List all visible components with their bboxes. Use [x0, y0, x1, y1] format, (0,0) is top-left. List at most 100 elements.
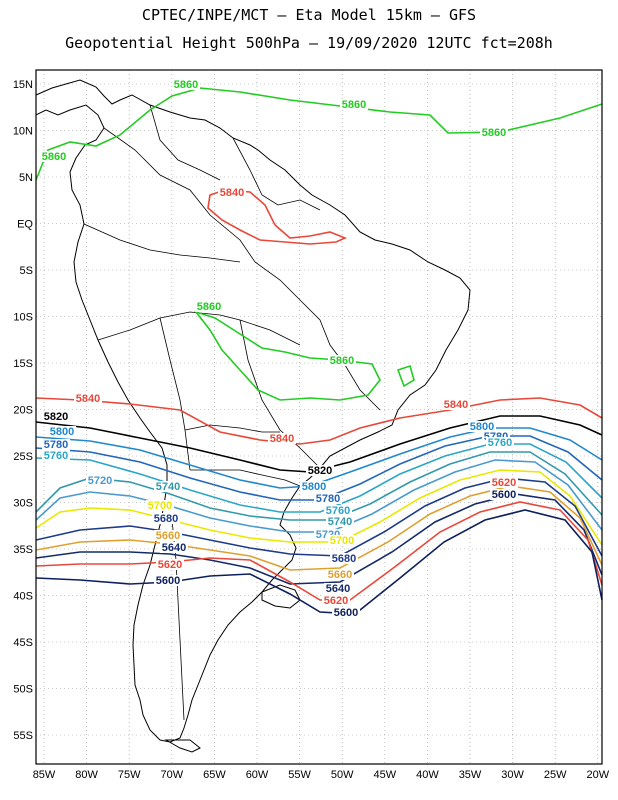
- lon-label: 45W: [373, 769, 396, 781]
- contour-label-bg: [146, 500, 174, 511]
- contour-label-5820: 5820: [308, 465, 332, 477]
- lat-label: 5N: [19, 172, 33, 184]
- contour-label-5800: 5800: [302, 481, 326, 493]
- contour-label-bg: [154, 481, 182, 492]
- contour-5840: [207, 189, 348, 245]
- contour-label-bg: [332, 607, 360, 618]
- map-subtitle: Geopotential Height 500hPa – 19/09/2020 …: [65, 34, 553, 52]
- lon-label: 85W: [33, 769, 56, 781]
- contour-label-bg: [330, 553, 358, 564]
- lat-label: 15N: [13, 79, 33, 91]
- country-borders: [83, 104, 381, 721]
- lon-label: 30W: [501, 769, 524, 781]
- lon-label: 70W: [160, 769, 183, 781]
- contour-5660: [35, 485, 603, 571]
- contour-label-5680: 5680: [332, 553, 356, 565]
- lat-label: 15S: [13, 358, 33, 370]
- lon-label: 20W: [586, 769, 609, 781]
- contour-label-bg: [218, 187, 246, 198]
- contour-label-5840: 5840: [220, 187, 244, 199]
- lon-label: 75W: [118, 769, 141, 781]
- contour-label-bg: [48, 426, 76, 437]
- contour-5860: [396, 364, 415, 388]
- contour-5700: [35, 469, 603, 546]
- lat-label: 20S: [13, 405, 33, 417]
- contour-label-5760: 5760: [488, 437, 512, 449]
- contour-label-bg: [40, 151, 68, 162]
- lon-label: 50W: [331, 769, 354, 781]
- contour-label-bg: [322, 595, 350, 606]
- lat-label: 10S: [13, 312, 33, 324]
- contour-label-bg: [490, 477, 518, 488]
- contour-5800: [35, 427, 603, 489]
- contour-5720: [35, 459, 603, 533]
- contour-label-5620: 5620: [492, 477, 516, 489]
- contour-label-bg: [154, 575, 182, 586]
- lon-label: 55W: [288, 769, 311, 781]
- lon-label: 60W: [246, 769, 269, 781]
- contour-label-5600: 5600: [334, 607, 358, 619]
- contour-label-5640: 5640: [326, 583, 350, 595]
- contour-label-bg: [42, 450, 70, 461]
- contour-5620: [35, 501, 603, 601]
- contour-label-5800: 5800: [50, 426, 74, 438]
- contour-label-5840: 5840: [444, 399, 468, 411]
- axis-labels: 15N 10N 5N EQ 5S 10S 15S 20S 25S 30S 35S 40S 45S 50S 5…: [13, 79, 610, 781]
- contour-5600: [35, 509, 603, 615]
- contour-label-bg: [42, 411, 70, 422]
- contour-label-5800: 5800: [470, 421, 494, 433]
- lon-label: 35W: [459, 769, 482, 781]
- contour-label-5780: 5780: [316, 493, 340, 505]
- contour-label-bg: [328, 355, 356, 366]
- contour-label-5740: 5740: [328, 516, 352, 528]
- lat-lon-grid: [36, 70, 602, 764]
- lat-label: 35S: [13, 544, 33, 556]
- contour-label-5720: 5720: [88, 475, 112, 487]
- contour-label-bg: [326, 569, 354, 580]
- lon-label: 40W: [416, 769, 439, 781]
- contour-label-5620: 5620: [324, 595, 348, 607]
- lat-label: 25S: [13, 451, 33, 463]
- contour-label-bg: [326, 516, 354, 527]
- contour-label-bg: [172, 79, 200, 90]
- lat-label: 5S: [20, 265, 33, 277]
- contour-label-bg: [480, 127, 508, 138]
- contour-label-5640: 5640: [162, 542, 186, 554]
- contour-label-5620: 5620: [158, 559, 182, 571]
- contour-label-bg: [328, 535, 356, 546]
- contour-label-bg: [74, 393, 102, 404]
- lat-label: 50S: [13, 684, 33, 696]
- contour-5840: [35, 397, 603, 445]
- contour-label-5840: 5840: [270, 433, 294, 445]
- contour-label-bg: [314, 493, 342, 504]
- contour-label-bg: [152, 513, 180, 524]
- contour-label-bg: [160, 542, 188, 553]
- map-title: CPTEC/INPE/MCT – Eta Model 15km – GFS: [141, 6, 477, 24]
- lat-label: 55S: [13, 730, 33, 742]
- contour-label-5660: 5660: [328, 569, 352, 581]
- contour-5640: [35, 493, 603, 585]
- lon-label: 80W: [75, 769, 98, 781]
- contour-label-5600: 5600: [492, 489, 516, 501]
- contour-label-5860: 5860: [482, 127, 506, 139]
- contour-label-5860: 5860: [342, 99, 366, 111]
- contour-label-5840: 5840: [76, 393, 100, 405]
- map-frame: [35, 69, 603, 765]
- contour-label-5860: 5860: [42, 151, 66, 163]
- contour-label-bg: [306, 465, 334, 476]
- contour-label-bg: [442, 399, 470, 410]
- contour-label-bg: [324, 583, 352, 594]
- contour-label-bg: [156, 559, 184, 570]
- contour-5860: [35, 87, 603, 181]
- contour-label-5600: 5600: [156, 575, 180, 587]
- contour-label-5780: 5780: [44, 439, 68, 451]
- contour-label-bg: [340, 99, 368, 110]
- contour-label-5700: 5700: [330, 535, 354, 547]
- contour-label-bg: [154, 530, 182, 541]
- contour-label-5680: 5680: [154, 513, 178, 525]
- contour-label-5860: 5860: [330, 355, 354, 367]
- contour-label-5760: 5760: [326, 505, 350, 517]
- contour-label-5860: 5860: [197, 301, 221, 313]
- contour-label-bg: [314, 529, 342, 540]
